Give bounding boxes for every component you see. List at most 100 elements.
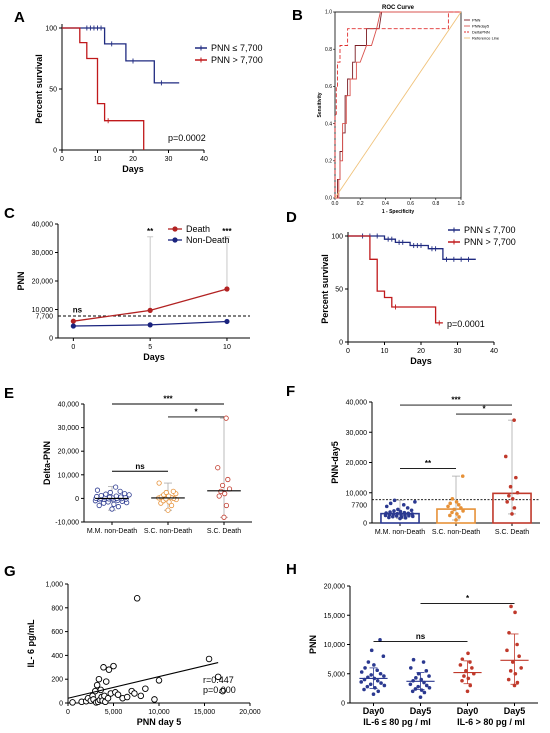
data-point	[123, 693, 131, 701]
data-point	[460, 657, 465, 661]
legend-marker-0	[172, 226, 178, 232]
data-point	[362, 687, 366, 692]
data-point	[418, 695, 423, 699]
data-point	[416, 684, 420, 689]
data-point	[100, 664, 107, 671]
x-tick-label: 0	[60, 156, 64, 163]
y-tick-label: 0.4	[325, 121, 332, 127]
data-point	[388, 510, 392, 514]
y-tick-label: 0	[53, 148, 57, 155]
y-axis-title: Sensitivity	[317, 92, 323, 117]
data-point	[513, 671, 518, 676]
legend-label-1: Non-Death	[186, 235, 230, 245]
data-point	[387, 513, 392, 517]
significance-label: **	[425, 459, 432, 468]
x-tick-label: 0	[71, 344, 75, 351]
data-point	[117, 488, 123, 494]
data-point	[109, 506, 115, 512]
data-point	[375, 678, 380, 683]
y-tick-label: 10,000	[324, 642, 346, 649]
y-tick-label: 400	[51, 653, 63, 660]
data-point	[133, 595, 141, 602]
data-point	[419, 688, 424, 692]
data-point	[375, 668, 380, 673]
y-tick-label: 30,000	[32, 250, 54, 257]
data-point	[369, 648, 374, 653]
y-tick-label: 20,000	[32, 279, 54, 286]
data-point	[93, 681, 101, 689]
data-point	[505, 648, 509, 653]
panel-a-survival-chart: 0 10 20 30 40 0 50 100 Days Percent survival PNN ≤…	[34, 24, 263, 174]
x-axis-title: Days	[410, 356, 432, 366]
data-point	[166, 499, 172, 505]
y-axis-title: PNN-day5	[330, 441, 340, 484]
x-tick-label: 0.2	[357, 201, 364, 207]
data-point	[512, 506, 517, 510]
y-tick-label: 15,000	[324, 613, 346, 620]
data-point	[381, 654, 386, 658]
x-tick-label: 10	[223, 344, 231, 351]
legend-label-0: PNN	[472, 18, 481, 23]
y-tick-label: 10,000	[346, 490, 368, 497]
panel-d-survival-chart: 0 10 20 30 40 0 50 100 Days Percent survival PNN ≤…	[320, 225, 516, 366]
x-tick-label: 5	[148, 344, 152, 351]
data-point	[398, 509, 403, 514]
data-point	[371, 692, 376, 697]
data-point	[384, 504, 389, 509]
x-tick-label: 30	[454, 348, 462, 355]
panel-letter-g: G	[4, 563, 16, 580]
significance-label: ***	[222, 227, 232, 236]
data-point	[508, 484, 513, 489]
data-point	[411, 657, 416, 662]
y-tick-label: 30,000	[58, 425, 80, 432]
data-point	[401, 503, 406, 507]
panel-letter-d: D	[286, 209, 297, 226]
significance-label: ***	[451, 396, 461, 405]
data-point	[514, 475, 518, 480]
data-point	[461, 509, 465, 513]
significance-label: ns	[416, 632, 426, 641]
significance-label: ns	[135, 462, 145, 471]
panel-b-roc-chart: ROC Curve 0.0 0.2 0.4 0.6 0.8 1.0 0.0 0.2 0.4 0.6 0…	[317, 5, 500, 215]
data-point	[219, 687, 226, 695]
data-point	[515, 490, 520, 495]
data-point	[391, 512, 396, 517]
data-point	[468, 683, 473, 688]
data-point	[505, 500, 509, 504]
y-axis-title: Delta-PNN	[42, 441, 52, 485]
data-point	[378, 638, 382, 642]
data-point	[399, 512, 403, 517]
data-point-1	[70, 323, 76, 329]
legend-label-1: PNN > 7,700	[211, 55, 263, 65]
data-point	[512, 683, 517, 688]
x-axis-title: PNN day 5	[137, 717, 182, 727]
data-point	[223, 415, 229, 421]
data-point	[513, 610, 517, 615]
data-point	[519, 666, 523, 670]
threshold-label: 7700	[351, 503, 367, 510]
data-point	[384, 511, 388, 515]
data-point	[409, 508, 414, 513]
y-tick-label: 600	[51, 629, 63, 636]
y-tick-label: 50	[335, 287, 343, 294]
x-tick-label: 1.0	[458, 201, 465, 207]
legend-label-2: DeltaPNN	[472, 30, 490, 35]
chart-title: ROC Curve	[382, 5, 415, 11]
category-label: S.C. Death	[207, 528, 241, 535]
panel-e-delta-pnn-chart: -10,000 0 10,000 20,000 30,000 40,000 M.M. non…	[42, 395, 252, 535]
x-axis-title: Days	[143, 352, 165, 362]
data-point	[468, 660, 472, 664]
data-point	[403, 516, 408, 520]
x-tick-label: 5,000	[105, 709, 123, 716]
panel-letter-c: C	[4, 205, 15, 222]
data-point	[388, 501, 393, 506]
legend-label-0: PNN ≤ 7,700	[211, 43, 262, 53]
data-point	[111, 501, 117, 507]
data-point	[382, 674, 386, 678]
data-point	[113, 484, 119, 490]
data-point	[515, 642, 519, 647]
data-point	[223, 502, 230, 509]
x-tick-label: 40	[200, 156, 208, 163]
legend-marker-1	[172, 237, 178, 243]
data-point	[122, 491, 128, 497]
